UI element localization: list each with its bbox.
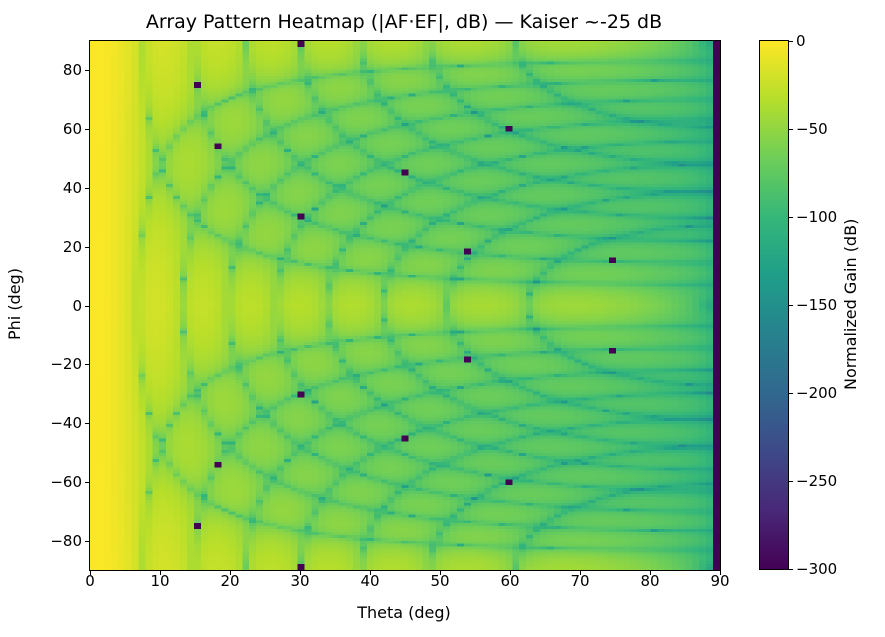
x-axis-tick-mark [440, 571, 441, 575]
plot-area [89, 40, 721, 571]
y-axis-tick-label: −80 [50, 531, 82, 550]
x-axis-tick-mark [230, 571, 231, 575]
y-axis-tick-mark [85, 540, 89, 542]
x-axis-tick-label: 20 [220, 572, 240, 590]
colorbar-tick-label: −50 [796, 120, 828, 138]
x-axis-tick-label: 50 [430, 572, 450, 590]
x-axis-tick-label: 40 [360, 572, 380, 590]
y-axis-tick-label: 40 [62, 178, 82, 197]
colorbar-tick-mark [789, 129, 793, 130]
y-axis-tick-mark [85, 70, 89, 72]
y-axis-tick-mark [85, 423, 89, 425]
heatmap-canvas [90, 41, 720, 570]
colorbar-title: Normalized Gain (dB) [841, 218, 860, 390]
colorbar-tick-mark [789, 41, 793, 42]
x-axis-tick-label: 70 [570, 572, 590, 590]
colorbar-tick-label: 0 [796, 32, 806, 50]
x-axis-tick-mark [580, 571, 581, 575]
y-axis-tick-mark [85, 305, 89, 307]
x-axis-tick-mark [720, 571, 721, 575]
x-axis-tick-label: 80 [640, 572, 660, 590]
x-axis-tick-label: 30 [290, 572, 310, 590]
colorbar-tick-mark [789, 217, 793, 218]
x-axis-tick-mark [90, 571, 91, 575]
x-axis-tick-label: 10 [150, 572, 170, 590]
y-axis-tick-label: −20 [50, 355, 82, 374]
y-axis-tick-label: 20 [62, 237, 82, 256]
x-axis-tick-mark [510, 571, 511, 575]
y-axis-tick-label: −40 [50, 414, 82, 433]
colorbar-tick-mark [789, 481, 793, 482]
x-axis-tick-label: 60 [500, 572, 520, 590]
colorbar-tick-label: −200 [796, 384, 838, 402]
y-axis-tick-mark [85, 364, 89, 366]
colorbar-tick-label: −150 [796, 296, 838, 314]
colorbar-tick-mark [789, 305, 793, 306]
colorbar-tick-mark [789, 569, 793, 570]
colorbar [759, 40, 789, 570]
y-axis-tick-mark [85, 187, 89, 189]
colorbar-tick-mark [789, 393, 793, 394]
y-axis-tick-label: 0 [72, 296, 82, 315]
x-axis-tick-mark [160, 571, 161, 575]
x-axis-tick-label: 90 [710, 572, 730, 590]
colorbar-tick-label: −250 [796, 472, 838, 490]
y-axis-tick-mark [85, 481, 89, 483]
chart-title: Array Pattern Heatmap (|AF·EF|, dB) — Ka… [145, 11, 663, 33]
y-axis-tick-mark [85, 129, 89, 131]
colorbar-tick-label: −100 [796, 208, 838, 226]
y-axis-tick-mark [85, 246, 89, 248]
colorbar-tick-label: −300 [796, 560, 838, 578]
x-axis-title: Theta (deg) [357, 603, 451, 622]
colorbar-gradient [760, 41, 788, 569]
x-axis-tick-label: 0 [85, 572, 95, 590]
y-axis-tick-label: 60 [62, 120, 82, 139]
y-axis-title: Phi (deg) [5, 268, 24, 341]
y-axis-tick-label: −60 [50, 472, 82, 491]
x-axis-tick-mark [650, 571, 651, 575]
x-axis-tick-mark [300, 571, 301, 575]
x-axis-tick-mark [370, 571, 371, 575]
y-axis-tick-label: 80 [62, 61, 82, 80]
